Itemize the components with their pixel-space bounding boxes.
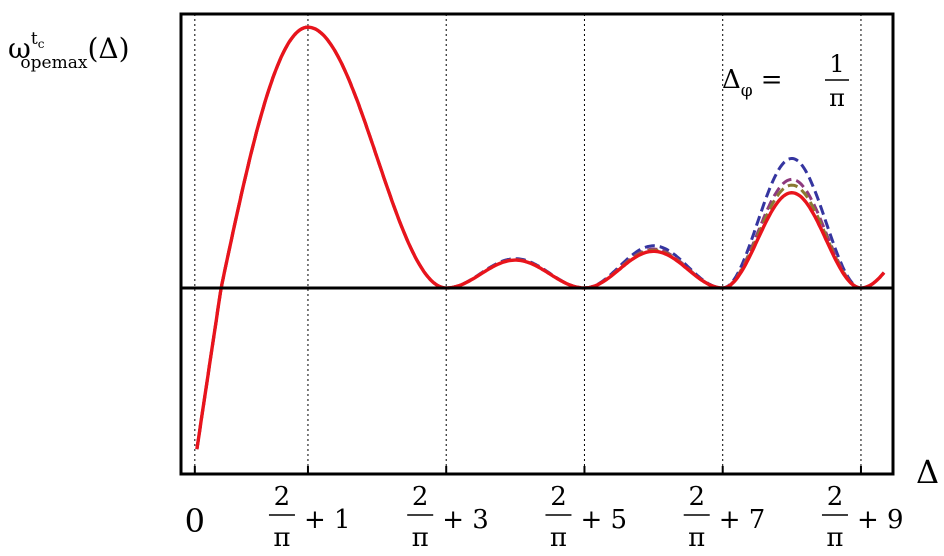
series-group: [195, 25, 886, 450]
grid-lines: [193, 14, 862, 474]
x-tick-numerator-1: 2: [274, 482, 291, 512]
x-tick-offset-4: + 7: [719, 505, 766, 535]
x-tick-offset-3: + 5: [580, 505, 627, 535]
x-tick-offset-2: + 3: [442, 505, 489, 535]
series-line-3: [195, 25, 886, 450]
x-tick-numerator-2: 2: [412, 482, 429, 512]
x-tick-numerator-4: 2: [688, 482, 705, 512]
x-tick-offset-5: + 9: [857, 505, 904, 535]
series-line-1: [195, 25, 886, 450]
y-axis-label: ωtc opemax(Δ): [8, 29, 130, 73]
annotation-lhs: Δφ =: [722, 65, 782, 101]
plot-frame: [179, 12, 895, 476]
x-tick-numerator-5: 2: [827, 482, 844, 512]
x-tick-offset-1: + 1: [304, 505, 351, 535]
x-tick-denominator-1: π: [273, 523, 290, 553]
annotation-denominator: π: [829, 84, 845, 112]
annotation-numerator: 1: [829, 50, 844, 78]
x-tick-denominator-4: π: [688, 523, 705, 553]
series-line-0: [195, 25, 886, 450]
delta-phi-annotation: Δφ = 1 π: [722, 50, 849, 112]
x-tick-denominator-2: π: [412, 523, 429, 553]
x-axis-label: Δ: [916, 453, 939, 491]
x-tick-labels: 0 2 π + 1 2 π + 3 2 π + 5 2 π + 7 2 π + 9: [185, 482, 904, 553]
x-tick-label-0: 0: [185, 502, 205, 540]
x-tick-denominator-3: π: [550, 523, 567, 553]
x-tick-numerator-3: 2: [550, 482, 567, 512]
x-tick-denominator-5: π: [826, 523, 843, 553]
